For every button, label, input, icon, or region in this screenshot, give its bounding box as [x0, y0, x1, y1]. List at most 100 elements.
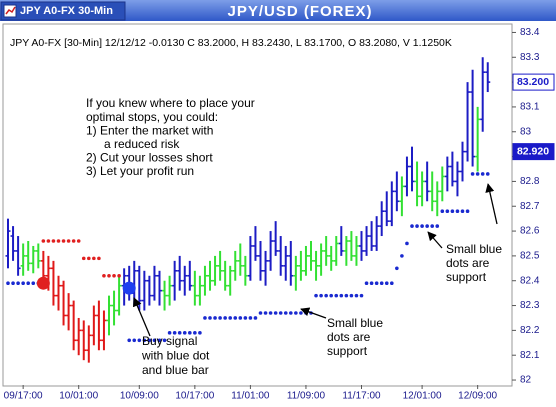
annotation-line: dots are — [446, 256, 490, 270]
ohlc-bar — [217, 250, 223, 281]
stop-dot — [21, 281, 25, 286]
ohlc-bar — [465, 82, 471, 162]
ohlc-bar — [379, 201, 385, 237]
y-tick-label: 82.6 — [520, 226, 540, 237]
ohlc-bar — [81, 320, 87, 361]
annotation-line: support — [327, 344, 368, 358]
stop-dot — [203, 316, 207, 320]
info-line: JPY A0-FX [30-Min] 12/12/12 -0.0130 C 83… — [10, 37, 452, 49]
annotation-line: optimal stops, you could: — [86, 110, 218, 124]
stop-dot — [132, 338, 137, 343]
ohlc-bar — [15, 236, 21, 276]
ohlc-bar — [202, 265, 208, 296]
stop-dot — [167, 331, 172, 335]
x-tick-label: 11/17:00 — [342, 391, 381, 402]
stop-dot — [364, 281, 369, 286]
ohlc-bar — [182, 265, 188, 296]
x-tick-label: 09/17:00 — [4, 391, 43, 402]
ohlc-bar — [338, 226, 344, 256]
ohlc-bar — [5, 218, 11, 269]
stop-dot — [379, 281, 384, 286]
ohlc-bar — [369, 221, 375, 251]
stop-dot — [243, 316, 248, 320]
ohlc-bar — [258, 241, 263, 281]
stop-dot — [97, 256, 101, 261]
stop-dot — [339, 293, 344, 298]
ohlc-bar — [242, 255, 248, 286]
arrow — [132, 297, 151, 337]
title-bar — [0, 0, 556, 21]
ohlc-bar — [454, 161, 460, 197]
ohlc-bar — [409, 146, 415, 192]
stop-dot — [172, 331, 177, 335]
arrow — [427, 231, 443, 249]
annotation-line: with blue dot — [141, 349, 210, 363]
ohlc-bar — [141, 270, 147, 311]
window-tab[interactable] — [0, 1, 126, 21]
stop-dot — [344, 293, 349, 298]
stop-dot — [61, 239, 66, 243]
ohlc-bar — [343, 236, 349, 266]
annotation-line: If you knew where to place your — [86, 96, 255, 110]
ohlc-bar — [283, 245, 289, 281]
ohlc-bar — [374, 216, 380, 251]
stop-dot — [405, 241, 409, 246]
stop-dot — [198, 331, 202, 335]
ohlc-bar — [237, 243, 243, 276]
stop-dot — [299, 311, 303, 315]
stop-dot — [142, 338, 147, 343]
signal-dot — [36, 276, 50, 290]
ohlc-bar — [35, 243, 41, 269]
stop-dot — [369, 281, 374, 286]
stop-dot — [46, 239, 51, 243]
ohlc-bar — [177, 255, 183, 291]
x-tick-label: 12/09:00 — [458, 391, 497, 402]
annotation-line: and blue bar — [142, 363, 209, 377]
price-label: 82.920 — [517, 145, 549, 157]
tab-icon-line — [5, 6, 16, 15]
annotation-line: 1) Enter the market with — [86, 123, 213, 137]
ohlc-bar — [449, 151, 455, 187]
y-tick-label: 83.3 — [520, 52, 540, 63]
stop-dot — [314, 293, 318, 298]
ohlc-bar — [187, 260, 193, 291]
marks — [5, 57, 491, 363]
stop-dot — [102, 273, 106, 278]
ohlc-bar — [470, 69, 476, 167]
stop-dot — [273, 311, 278, 315]
x-tick-label: 10/17:00 — [175, 391, 214, 402]
stop-dot — [16, 281, 20, 286]
stop-dot — [92, 256, 96, 261]
stop-dot — [157, 338, 162, 343]
ohlc-bar — [86, 325, 92, 363]
ohlc-bar — [429, 171, 435, 212]
ohlc-bar — [359, 231, 364, 261]
ohlc-bar — [66, 293, 72, 331]
stop-dot — [107, 273, 111, 278]
stop-dot — [475, 172, 480, 176]
stop-dot — [182, 331, 187, 335]
annotation-line: Buy signal — [142, 334, 197, 348]
stop-dot — [400, 254, 404, 258]
stop-dot — [354, 293, 359, 298]
ohlc-bar — [212, 255, 218, 286]
stop-dot — [112, 273, 116, 278]
stop-dot — [127, 338, 131, 343]
annotation-line: 3) Let your profit run — [86, 164, 194, 178]
ohlc-bar — [146, 275, 152, 306]
ohlc-bar — [232, 250, 238, 281]
x-tick-label: 10/09:00 — [120, 391, 159, 402]
stop-dot — [258, 311, 263, 315]
ohlc-bar — [364, 226, 370, 256]
annotation-line: dots are — [327, 330, 371, 344]
signal-dot — [122, 281, 136, 295]
ohlc-bar — [106, 295, 112, 336]
ohlc-bar — [227, 265, 233, 296]
annotation-line: 2) Cut your losses short — [86, 151, 213, 165]
stop-dot — [410, 224, 414, 228]
stop-dot — [218, 316, 222, 320]
stop-dot — [117, 273, 121, 278]
ohlc-bar — [308, 241, 314, 271]
ohlc-bar — [313, 250, 319, 281]
stop-dot — [41, 239, 46, 243]
